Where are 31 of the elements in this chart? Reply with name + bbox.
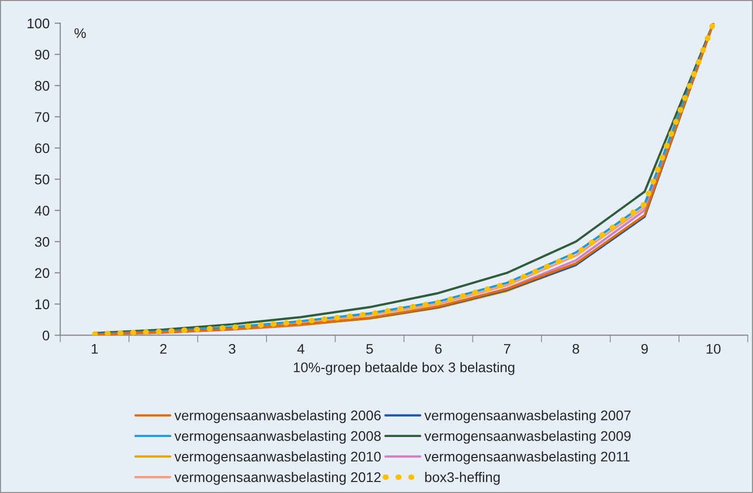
y-tick-label: 40 <box>34 206 50 216</box>
legend-label: box3-heffing <box>425 472 500 485</box>
y-tick-label: 0 <box>42 330 50 340</box>
x-tick-label: 2 <box>160 344 167 354</box>
y-tick-label: 50 <box>34 174 50 184</box>
y-tick-label: 70 <box>35 112 50 122</box>
x-tick-label: 6 <box>435 344 442 354</box>
y-tick-label: 80 <box>34 80 50 91</box>
legend-label: vermogensaanwasbelasting 2009 <box>424 430 631 444</box>
x-tick-label: 1 <box>92 344 98 354</box>
legend-label: vermogensaanwasbelasting 2010 <box>174 451 381 464</box>
x-tick-label: 4 <box>297 344 304 354</box>
x-axis-title: 10%-groep betaalde box 3 belasting <box>294 362 514 376</box>
y-axis-title: % <box>74 28 86 38</box>
x-tick-label: 5 <box>366 344 373 354</box>
x-tick-label: 8 <box>572 344 580 354</box>
x-tick-label: 10 <box>706 344 721 354</box>
y-tick-label: 100 <box>28 18 50 28</box>
legend-label: vermogensaanwasbelasting 2007 <box>424 410 631 424</box>
y-tick-label: 10 <box>35 299 50 310</box>
y-tick-label: 20 <box>35 268 50 278</box>
y-tick-label: 60 <box>35 143 50 154</box>
y-tick-label: 30 <box>34 236 50 247</box>
legend-label: vermogensaanwasbelasting 2011 <box>424 451 630 464</box>
legend-label: vermogensaanwasbelasting 2012 <box>174 472 381 485</box>
y-tick-label: 90 <box>35 50 50 60</box>
legend-label: vermogensaanwasbelasting 2006 <box>174 410 381 424</box>
legend-label: vermogensaanwasbelasting 2008 <box>174 430 381 444</box>
x-tick-label: 9 <box>641 344 648 354</box>
x-tick-label: 3 <box>228 344 236 354</box>
x-tick-label: 7 <box>504 344 510 354</box>
